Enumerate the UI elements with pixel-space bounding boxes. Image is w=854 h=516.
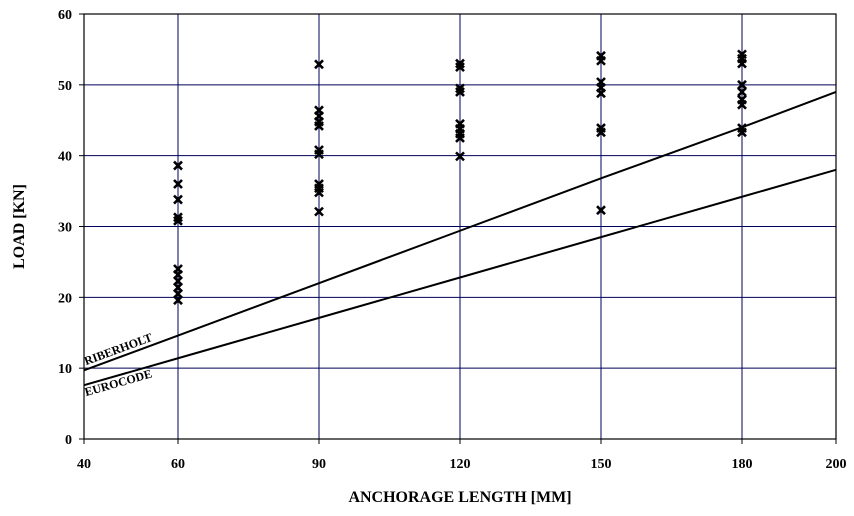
- x-axis-title: ANCHORAGE LENGTH [MM]: [348, 489, 571, 506]
- x-tick-label: 120: [450, 457, 471, 472]
- data-point-marker: [737, 127, 747, 138]
- data-point-marker: [173, 160, 183, 171]
- data-point-marker: [455, 86, 465, 97]
- data-point-marker: [455, 151, 465, 162]
- y-tick-label: 60: [58, 8, 72, 23]
- data-point-marker: [314, 149, 324, 160]
- x-tick-label: 60: [171, 457, 185, 472]
- marker-layer: [173, 49, 747, 306]
- data-point-marker: [596, 55, 606, 66]
- data-point-marker: [737, 86, 747, 97]
- data-point-marker: [455, 133, 465, 143]
- data-point-marker: [314, 120, 324, 131]
- data-point-marker: [314, 59, 324, 70]
- x-tick-label: 180: [732, 457, 753, 472]
- data-point-marker: [737, 99, 747, 110]
- y-tick-label: 30: [58, 221, 72, 236]
- series-line-eurocode: [83, 168, 837, 387]
- y-tick-label: 0: [65, 433, 72, 448]
- data-point-marker: [596, 205, 606, 216]
- data-point-marker: [596, 88, 606, 99]
- x-tick-label: 90: [312, 457, 326, 472]
- data-point-marker: [596, 127, 606, 138]
- data-point-marker: [173, 179, 183, 189]
- data-point-marker: [314, 206, 324, 217]
- data-point-marker: [173, 194, 183, 205]
- data-point-marker: [173, 215, 183, 226]
- data-point-marker: [314, 187, 324, 198]
- y-tick-label: 10: [58, 362, 72, 377]
- x-tick-label: 150: [591, 457, 612, 472]
- data-point-marker: [737, 58, 747, 69]
- grid-layer: [84, 14, 836, 439]
- y-tick-label: 50: [58, 79, 72, 94]
- y-axis-title: LOAD [KN]: [11, 184, 28, 269]
- y-tick-label: 20: [58, 291, 72, 306]
- y-tick-label: 40: [58, 150, 72, 165]
- series-label-eurocode: EUROCODE: [83, 367, 154, 400]
- data-point-marker: [455, 62, 465, 73]
- x-tick-label: 200: [826, 457, 847, 472]
- data-point-marker: [173, 295, 183, 306]
- x-tick-label: 40: [77, 457, 91, 472]
- tick-layer: [79, 13, 837, 444]
